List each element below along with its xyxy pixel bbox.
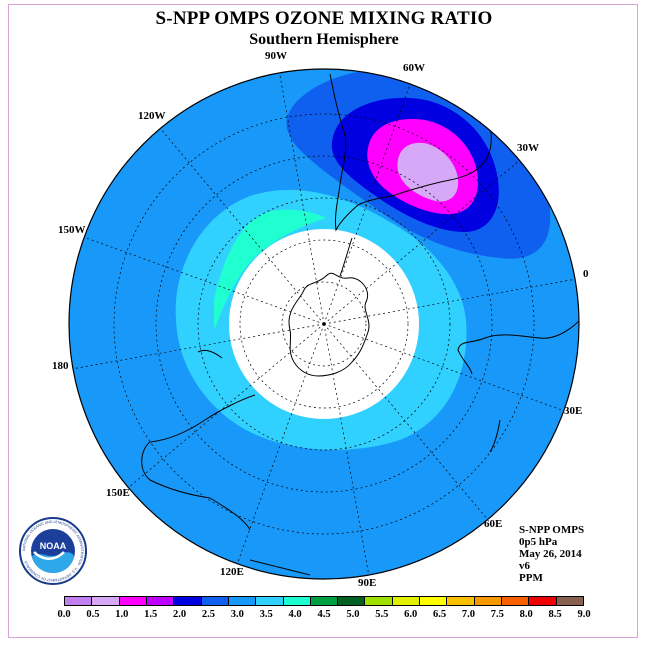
colorbar-swatch [310, 597, 339, 605]
colorbar-swatch [174, 597, 202, 605]
lon-label-60e: 60E [484, 518, 503, 530]
colorbar-swatch [474, 597, 502, 605]
colorbar-tick-label: 7.5 [490, 609, 504, 620]
product-version: v6 [519, 560, 530, 572]
colorbar-tick-label: 8.5 [548, 609, 562, 620]
colorbar-swatch [92, 597, 120, 605]
colorbar [64, 596, 584, 606]
lon-label-30w: 30W [517, 142, 539, 154]
colorbar-tick-label: 8.0 [519, 609, 533, 620]
noaa-logo: NOAA NATIONAL OCEANIC AND ATMOSPHERIC AD… [19, 517, 87, 585]
colorbar-swatch [365, 597, 393, 605]
colorbar-swatch [556, 597, 583, 605]
colorbar-tick-label: 0.0 [57, 609, 71, 620]
colorbar-swatch [338, 597, 366, 605]
latitude-circles [113, 113, 535, 535]
colorbar-tick-label: 3.0 [230, 609, 244, 620]
colorbar-tick-label: 1.0 [115, 609, 129, 620]
units-label: PPM [519, 572, 543, 584]
pressure-level: 0p5 hPa [519, 536, 558, 548]
colorbar-tick-label: 2.5 [201, 609, 215, 620]
lon-label-90e: 90E [358, 577, 377, 589]
colorbar-tick-label: 2.0 [172, 609, 187, 620]
lon-label-150e: 150E [106, 487, 130, 499]
product-info: S-NPP OMPS 0p5 hPa May 26, 2014 v6 PPM [519, 524, 584, 584]
new-zealand-coast [197, 349, 223, 359]
colorbar-tick-label: 3.5 [259, 609, 273, 620]
antarctica-coast [288, 272, 370, 377]
colorbar-tick-label: 4.5 [317, 609, 331, 620]
ozone-contour-0.5 [397, 142, 459, 202]
lon-label-120w: 120W [138, 110, 166, 122]
ozone-contour-4.0 [214, 209, 326, 330]
meridian-lines [69, 69, 579, 579]
observation-date: May 26, 2014 [519, 548, 582, 560]
lon-label-60w: 60W [403, 62, 425, 74]
australia-coast [141, 394, 256, 531]
colorbar-swatch [65, 597, 93, 605]
lon-label-120e: 120E [220, 566, 244, 578]
coastlines [141, 73, 579, 576]
colorbar-swatch [256, 597, 284, 605]
colorbar-swatch [392, 597, 421, 605]
instrument-name: S-NPP OMPS [519, 524, 585, 536]
colorbar-swatch [283, 597, 311, 605]
colorbar-swatch [447, 597, 475, 605]
lon-label-180: 180 [52, 360, 69, 372]
colorbar-tick-label: 5.5 [375, 609, 389, 620]
colorbar-swatch [420, 597, 448, 605]
colorbar-tick-label: 4.0 [288, 609, 302, 620]
colorbar-swatch [146, 597, 175, 605]
colorbar-tick-label: 6.5 [432, 609, 447, 620]
lon-label-30e: 30E [564, 405, 583, 417]
colorbar-tick-label: 5.0 [346, 609, 360, 620]
colorbar-tick-label: 6.0 [404, 609, 418, 620]
lon-label-0: 0 [583, 268, 589, 280]
lon-label-90w: 90W [265, 50, 287, 62]
colorbar-swatch [502, 597, 530, 605]
map-title: S-NPP OMPS OZONE MIXING RATIO [155, 8, 493, 29]
colorbar-tick-label: 9.0 [577, 609, 591, 620]
colorbar-swatch [119, 597, 147, 605]
map-boundary-circle [68, 68, 580, 580]
noaa-logo-text: NOAA [40, 541, 67, 551]
colorbar-swatch [529, 597, 557, 605]
colorbar-tick-label: 1.5 [144, 609, 158, 620]
colorbar-tick-label: 7.0 [461, 609, 475, 620]
colorbar-swatch [201, 597, 229, 605]
south-america-coast [329, 73, 492, 232]
south-pole-dot [322, 322, 326, 326]
colorbar-swatch [228, 597, 257, 605]
colorbar-tick-label: 0.5 [86, 609, 100, 620]
colorbar-tick-labels: 0.0 0.5 1.0 1.5 2.0 2.5 3.0 3.5 4.0 4.5 5.0 5.5 6.0 6… [57, 609, 590, 623]
page-frame [8, 4, 638, 638]
africa-coast [457, 319, 579, 375]
map-subtitle: Southern Hemisphere [249, 31, 399, 48]
lon-label-150w: 150W [58, 224, 86, 236]
